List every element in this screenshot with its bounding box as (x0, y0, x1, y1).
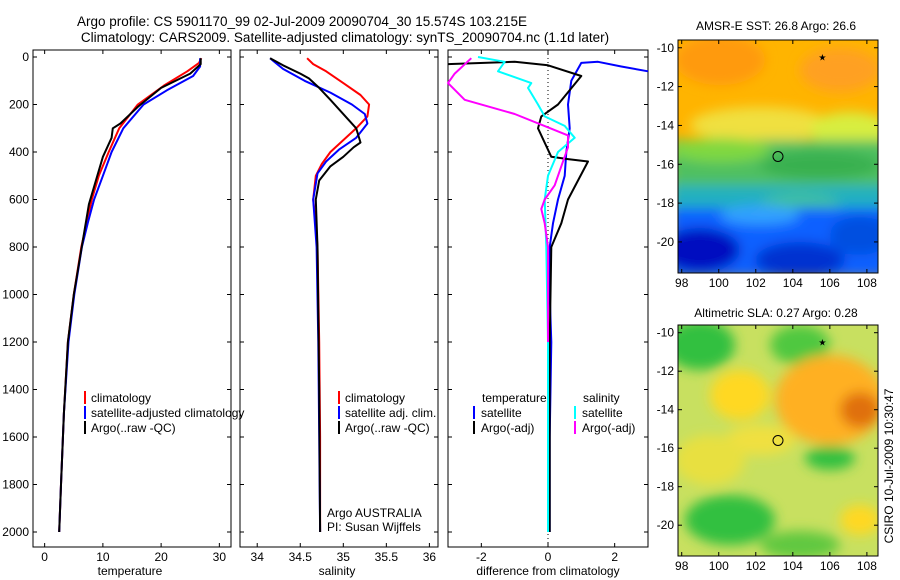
series-line (58, 58, 202, 533)
series-line (269, 57, 362, 533)
map-x-tick-label: 108 (857, 276, 877, 290)
series-line (447, 57, 569, 342)
title-line-2: Climatology: CARS2009. Satellite-adjuste… (81, 30, 609, 45)
map-y-tick-label: -16 (657, 157, 675, 171)
argo-position-marker (772, 435, 784, 446)
legend-label-sal-satellite: satellite (582, 406, 623, 420)
x-tick-label: 2 (611, 550, 618, 564)
map-x-tick-label: 98 (675, 276, 689, 290)
argo-position-marker (772, 151, 784, 162)
series-line (306, 57, 371, 532)
map-y-tick-label: -16 (657, 441, 675, 455)
x-tick-label: 30 (213, 550, 227, 564)
title-line-1: Argo profile: CS 5901170_99 02-Jul-2009 … (77, 14, 527, 29)
map-x-tick-label: 98 (675, 559, 689, 573)
legend-label-sal-argo: Argo(-adj) (582, 421, 635, 435)
y-tick-label: 1000 (2, 288, 29, 302)
map-x-tick-label: 100 (709, 276, 729, 290)
difference-xlabel: difference from climatology (476, 564, 619, 578)
x-tick-label: 0 (545, 550, 552, 564)
series-line (58, 57, 203, 533)
x-tick-label: 35.5 (375, 550, 399, 564)
map-x-tick-label: 108 (857, 559, 877, 573)
y-tick-label: 0 (22, 50, 29, 64)
x-tick-label: 0 (41, 550, 48, 564)
star-marker: ★ (818, 337, 826, 347)
map-x-tick-label: 102 (746, 276, 766, 290)
salinity-xlabel: salinity (319, 564, 356, 578)
sla-map-frame (677, 324, 879, 557)
y-tick-label: 800 (9, 240, 29, 254)
x-tick-label: 20 (154, 550, 168, 564)
x-tick-label: 34 (251, 550, 265, 564)
map-y-tick-label: -12 (657, 364, 675, 378)
map-y-tick-label: -10 (657, 41, 675, 55)
sst-map-frame (677, 39, 879, 274)
legend-header-salinity: salinity (583, 391, 620, 405)
x-tick-label: -2 (476, 550, 487, 564)
legend-label-temp-satellite: satellite (481, 406, 522, 420)
map-x-tick-label: 106 (820, 559, 840, 573)
map-y-tick-label: -20 (657, 235, 675, 249)
x-tick-label: 36 (423, 550, 437, 564)
series-line (477, 56, 576, 532)
legend-label-satellite: satellite adj. clim. (345, 406, 436, 420)
map-y-tick-label: -14 (657, 118, 675, 132)
y-tick-label: 400 (9, 145, 29, 159)
map-y-tick-label: -10 (657, 326, 675, 340)
y-tick-label: 1400 (2, 383, 29, 397)
map-y-tick-label: -18 (657, 196, 675, 210)
map-y-tick-label: -14 (657, 403, 675, 417)
difference-panel-series (447, 56, 649, 532)
map-y-tick-label: -20 (657, 518, 675, 532)
series-line (548, 60, 649, 532)
temperature-xlabel: temperature (98, 564, 163, 578)
salinity-annotation-line-1: Argo AUSTRALIA (327, 506, 422, 520)
side-label: CSIRO 10-Jul-2009 10:30:47 (882, 388, 896, 543)
map-y-tick-label: -12 (657, 80, 675, 94)
legend-label-satellite: satellite-adjusted climatology (91, 406, 244, 420)
sst-map-image (678, 40, 878, 273)
y-tick-label: 1200 (2, 335, 29, 349)
x-tick-label: 10 (96, 550, 110, 564)
difference-legend: temperature satellite Argo(-adj) salinit… (473, 391, 635, 435)
y-tick-label: 600 (9, 193, 29, 207)
y-tick-label: 2000 (2, 525, 29, 539)
temperature-panel-series (58, 57, 203, 533)
legend-label-argo: Argo(..raw -QC) (91, 421, 176, 435)
legend-label-temp-argo: Argo(-adj) (481, 421, 534, 435)
series-line (58, 58, 202, 533)
sla-map-title: Altimetric SLA: 0.27 Argo: 0.28 (694, 306, 858, 320)
map-x-tick-label: 104 (783, 559, 803, 573)
salinity-panel-series (269, 57, 371, 533)
salinity-annotation-line-2: PI: Susan Wijffels (327, 520, 421, 534)
salinity-legend: climatology satellite adj. clim. Argo(..… (338, 391, 436, 435)
temperature-panel-frame (32, 49, 232, 548)
map-x-tick-label: 104 (783, 276, 803, 290)
profile-lines (58, 56, 649, 533)
y-tick-label: 1800 (2, 478, 29, 492)
map-y-tick-label: -18 (657, 480, 675, 494)
map-overlays: 98 100 102 104 106 108 -10 -12 -14 -16 -18 -20 ★ 98 10… (657, 40, 878, 573)
sla-map-image (678, 325, 878, 556)
legend-header-temperature: temperature (482, 391, 547, 405)
x-tick-label: 35 (337, 550, 351, 564)
salinity-panel-frame (239, 49, 439, 548)
sst-map-title: AMSR-E SST: 26.8 Argo: 26.6 (696, 19, 856, 33)
map-x-tick-label: 100 (709, 559, 729, 573)
legend-label-climatology: climatology (345, 391, 405, 405)
map-x-tick-label: 106 (820, 276, 840, 290)
legend-label-climatology: climatology (91, 391, 151, 405)
y-tick-label: 200 (9, 98, 29, 112)
x-tick-label: 34.5 (289, 550, 313, 564)
series-line (447, 60, 589, 532)
y-tick-label: 1600 (2, 430, 29, 444)
axes: 0 10 20 30 34 34.5 35 35.5 36 -2 0 2020040060080010… (2, 50, 648, 564)
map-x-tick-label: 102 (746, 559, 766, 573)
star-marker: ★ (818, 52, 826, 62)
temperature-legend: climatology satellite-adjusted climatolo… (84, 391, 244, 435)
legend-label-argo: Argo(..raw -QC) (345, 421, 430, 435)
